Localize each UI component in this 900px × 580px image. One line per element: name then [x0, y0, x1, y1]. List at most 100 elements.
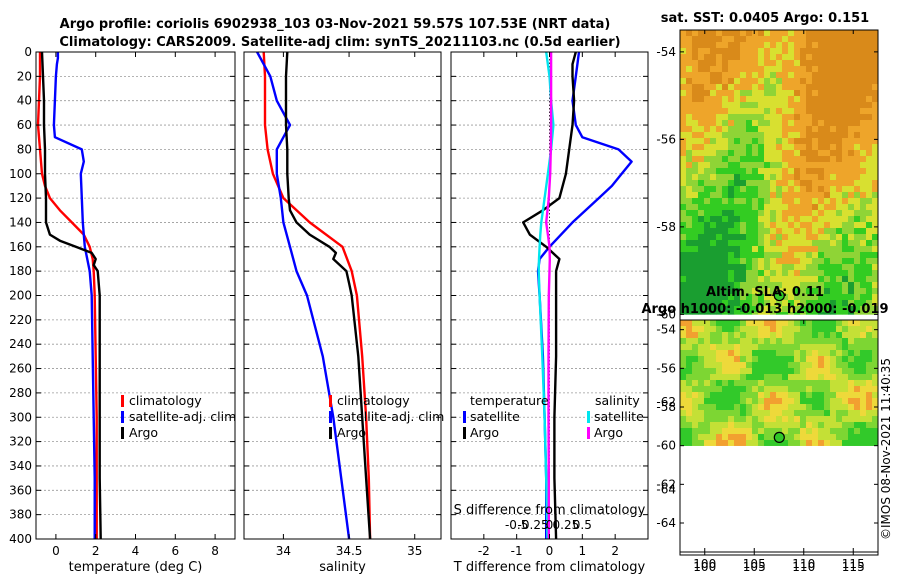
map-cell [740, 108, 747, 115]
s-tick-label: -0.5 [505, 518, 528, 532]
map-cell [848, 434, 855, 441]
map-cell [776, 368, 783, 375]
map-cell [812, 216, 819, 223]
map-cell [788, 344, 795, 351]
map-cell [776, 192, 783, 199]
map-cell [704, 362, 711, 369]
map-cell [848, 428, 855, 435]
map-cell [698, 410, 705, 417]
map-cell [680, 150, 687, 157]
map-cell [770, 198, 777, 205]
map-cell [818, 108, 825, 115]
map-cell [794, 204, 801, 211]
map-cell [830, 66, 837, 73]
map-cell [746, 102, 753, 109]
map-cell [770, 422, 777, 429]
map-cell [794, 416, 801, 423]
map-cell [836, 344, 843, 351]
map-cell [806, 240, 813, 247]
map-cell [818, 222, 825, 229]
map-cell [806, 410, 813, 417]
map-cell [770, 72, 777, 79]
map-cell [842, 198, 849, 205]
map-cell [770, 216, 777, 223]
map-cell [830, 368, 837, 375]
map-cell [776, 162, 783, 169]
map-cell [680, 440, 687, 446]
map-cell [734, 428, 741, 435]
map-cell [752, 72, 759, 79]
map-cell [758, 222, 765, 229]
map-cell [800, 30, 807, 37]
map-cell [740, 168, 747, 175]
map-x-tick-label: 115 [842, 557, 865, 571]
map-cell [704, 264, 711, 271]
map-cell [698, 416, 705, 423]
map-cell [770, 138, 777, 145]
map-cell [860, 30, 867, 37]
map-cell [842, 126, 849, 133]
map-cell [770, 246, 777, 253]
map-cell [812, 428, 819, 435]
map-cell [812, 338, 819, 345]
map-cell [710, 252, 717, 259]
map-cell [848, 66, 855, 73]
map-cell [704, 150, 711, 157]
map-cell [740, 198, 747, 205]
map-cell [692, 198, 699, 205]
map-cell [800, 156, 807, 163]
map-cell [824, 392, 831, 399]
map-cell [812, 174, 819, 181]
map-cell [842, 350, 849, 357]
map-cell [836, 150, 843, 157]
map-cell [836, 234, 843, 241]
map-cell [812, 270, 819, 277]
map-cell [860, 192, 867, 199]
map-cell [782, 356, 789, 363]
map-cell [842, 222, 849, 229]
map-cell [854, 320, 861, 327]
map-cell [788, 144, 795, 151]
map-cell [854, 428, 861, 435]
map-cell [824, 132, 831, 139]
map-cell [830, 240, 837, 247]
map-cell [734, 42, 741, 49]
map-cell [752, 210, 759, 217]
map-cell [740, 434, 747, 441]
map-cell [824, 192, 831, 199]
map-cell [818, 276, 825, 283]
map-cell [806, 416, 813, 423]
map-cell [758, 276, 765, 283]
map-cell [788, 422, 795, 429]
map-cell [698, 222, 705, 229]
map-cell [692, 338, 699, 345]
map-cell [770, 252, 777, 259]
map-cell [680, 234, 687, 241]
map-cell [818, 332, 825, 339]
map-cell [854, 30, 861, 37]
map-cell [800, 434, 807, 441]
map-cell [680, 192, 687, 199]
map-cell [770, 362, 777, 369]
map-cell [764, 132, 771, 139]
map-cell [722, 156, 729, 163]
map-cell [854, 246, 861, 253]
map-cell [680, 252, 687, 259]
map-cell [776, 72, 783, 79]
map-cell [818, 96, 825, 103]
map-cell [854, 350, 861, 357]
map-cell [704, 368, 711, 375]
map-cell [710, 210, 717, 217]
map-cell [698, 246, 705, 253]
map-cell [872, 180, 879, 187]
map-cell [722, 338, 729, 345]
map-cell [686, 138, 693, 145]
map-cell [812, 72, 819, 79]
map-cell [800, 162, 807, 169]
map-cell [770, 386, 777, 393]
legend-temperature-heading: temperature [470, 393, 549, 408]
map-cell [728, 192, 735, 199]
map-cell [758, 320, 765, 327]
map-cell [680, 320, 687, 327]
map-cell [836, 306, 843, 313]
